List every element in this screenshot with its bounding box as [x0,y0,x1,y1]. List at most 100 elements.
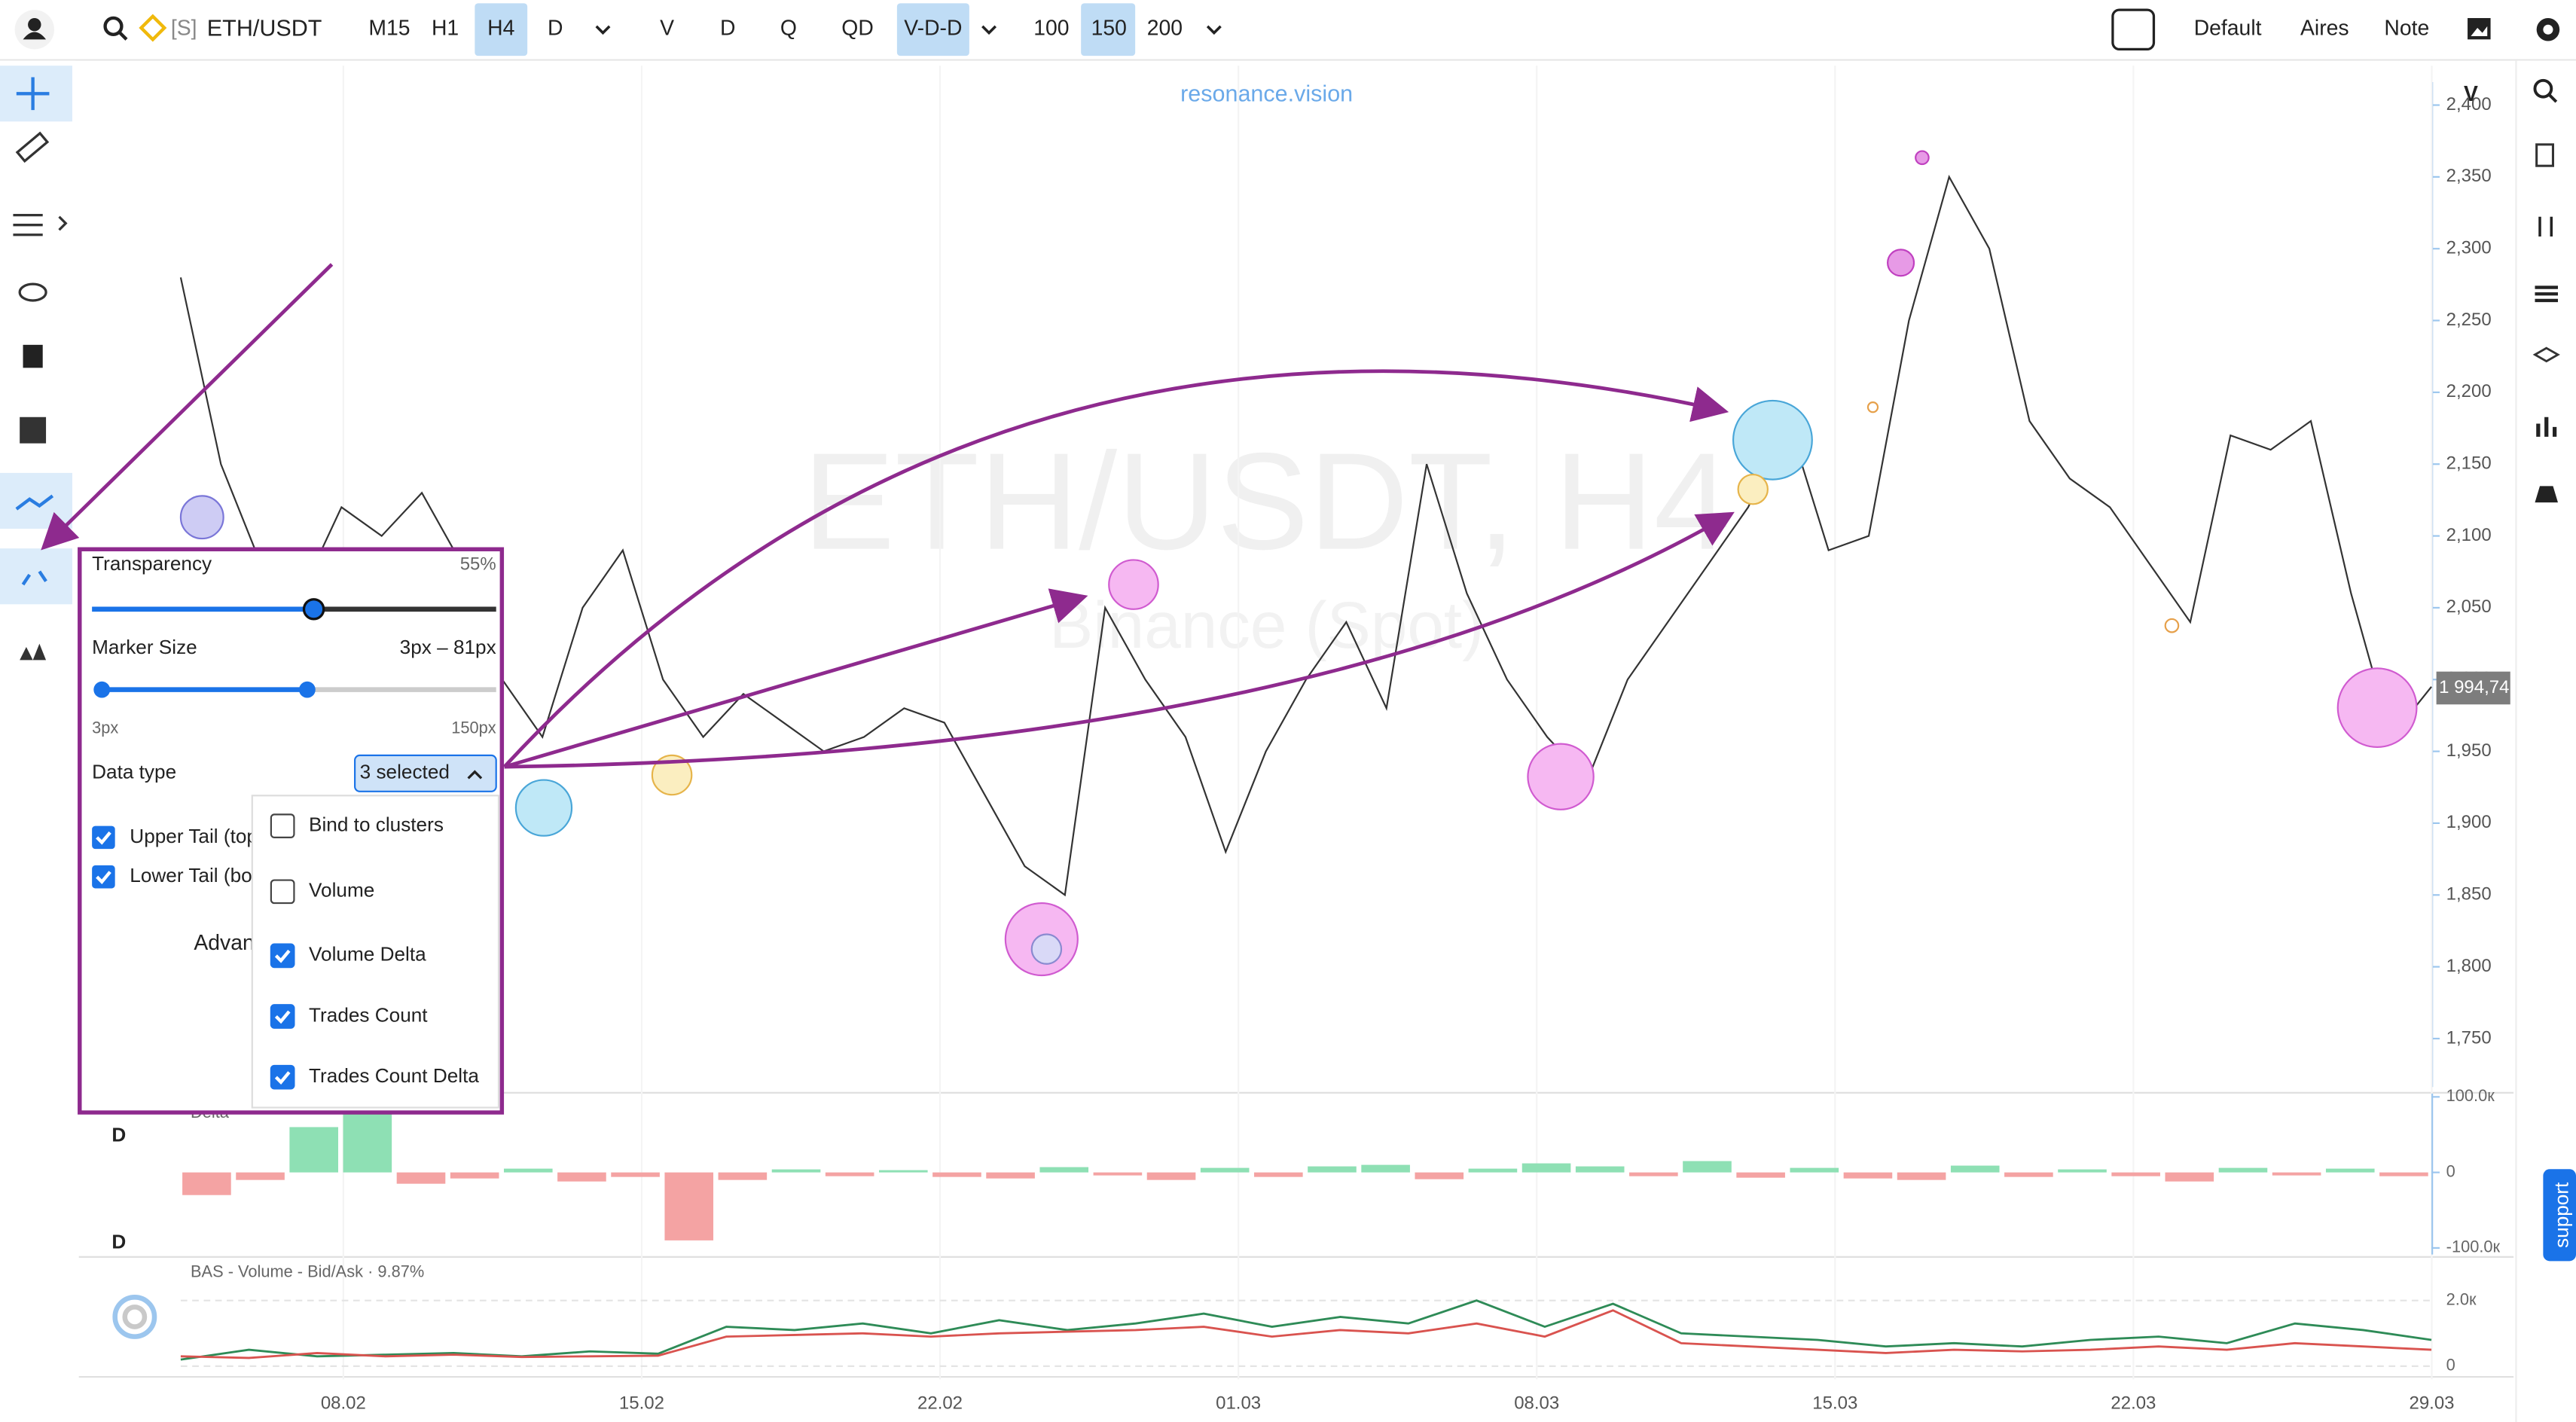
option-checkbox[interactable] [270,1004,295,1029]
transparency-label: Transparency [92,552,212,575]
delta-bar [1415,1172,1464,1179]
x-tick-label: 22.03 [2111,1393,2156,1413]
dropdown [251,795,500,1109]
marker-max-handle[interactable] [298,681,316,698]
support-label[interactable]: support [2550,1182,2572,1248]
delta-bar [503,1168,553,1173]
delta-bar [932,1172,981,1177]
toolbar-button[interactable]: QD [841,17,874,41]
advanced-button[interactable]: Advan [194,931,254,955]
axis-mode[interactable]: V [2464,82,2478,106]
toolbar-button[interactable]: Default [2194,17,2262,41]
delta-bar [2218,1167,2268,1173]
symbol-prefix[interactable]: [S] [171,17,197,41]
y-tick-label: 2,400 [2446,94,2492,114]
toolbar-button[interactable]: 200 [1147,17,1183,41]
marker-min: 3px [92,719,118,737]
option-checkbox[interactable] [270,813,295,838]
y-tick-label: 2,100 [2446,525,2492,545]
option-label[interactable]: Bind to clusters [309,813,444,836]
delta-bar [396,1172,446,1184]
bas-line [180,1299,2432,1361]
delta-bar [1521,1163,1571,1173]
marker-max: 150px [451,719,496,737]
toolbar-button[interactable]: H4 [487,17,514,41]
delta-pane-label: D [111,1124,126,1146]
y-tick-label: 1,850 [2446,884,2492,905]
markers [179,150,2418,977]
delta-bar [664,1172,714,1240]
toolbar-button[interactable]: D [720,17,735,41]
data-type-select[interactable] [354,754,497,792]
bas-line [180,1309,2432,1359]
delta-bar [825,1172,874,1176]
bas-pane-name: BAS - Volume - Bid/Ask · 9.87% [191,1262,424,1280]
delta-bar [718,1172,768,1180]
left-sidebar [0,60,76,1422]
toolbar-button[interactable]: Aires [2300,17,2349,41]
delta-bar [2058,1169,2107,1173]
site-watermark: resonance.vision [1180,81,1353,107]
y-tick-label: 0 [2446,1356,2455,1375]
y-tick-label: 2,200 [2446,381,2492,401]
delta-bar [2165,1172,2214,1182]
delta-bar [771,1169,821,1173]
y-tick-label: 2,300 [2446,238,2492,258]
delta-bar [2379,1172,2428,1176]
delta-bar [289,1127,338,1173]
option-checkbox[interactable] [270,1064,295,1090]
current-price: 1 994,74 [2439,677,2509,697]
toolbar-button[interactable]: V [660,17,674,41]
delta-bar [1683,1161,1732,1173]
delta-bar [1950,1165,2000,1173]
option-label[interactable]: Trades Count [309,1003,428,1026]
y-tick-label: 1,800 [2446,956,2492,976]
delta-bar [1790,1167,1839,1173]
option-checkbox[interactable] [270,879,295,905]
option-label[interactable]: Volume [309,879,374,902]
delta-bar [2111,1172,2160,1176]
delta-bar [986,1172,1035,1179]
toolbar-button[interactable]: 150 [1091,17,1127,41]
delta-bar [1093,1172,1143,1176]
delta-bar [2272,1172,2321,1176]
arrows [41,263,1735,769]
option-label[interactable]: Volume Delta [309,943,426,966]
marker-min-handle[interactable] [93,681,111,698]
toolbar-button[interactable]: D [548,17,563,41]
bas-pane-label: D [111,1230,126,1253]
check-label[interactable]: Lower Tail (bo [130,864,252,886]
option-label[interactable]: Trades Count Delta [309,1064,479,1087]
toolbar-button[interactable]: Note [2384,17,2429,41]
y-tick-label: 2,350 [2446,166,2492,186]
delta-bar [1736,1172,1785,1178]
toolbar-button[interactable]: 100 [1033,17,1069,41]
option-checkbox[interactable] [270,943,295,969]
symbol[interactable]: ETH/USDT [207,15,322,41]
x-tick-label: 01.03 [1216,1393,1261,1413]
y-tick-label: 100.0к [2446,1086,2495,1105]
y-tick-label: 0 [2446,1161,2455,1180]
delta-bar [879,1170,928,1173]
support-tab[interactable] [2543,1169,2576,1262]
y-tick-label: 2,150 [2446,453,2492,474]
delta-bar [1629,1172,1678,1176]
delta-bar [557,1172,606,1182]
toolbar-button[interactable]: H1 [432,17,459,41]
toolbar-button[interactable]: Q [780,17,797,41]
check-label[interactable]: Upper Tail (top [130,825,258,847]
y-tick-label: 1,900 [2446,812,2492,832]
delta-bar [343,1112,392,1173]
x-tick-label: 15.02 [619,1393,664,1413]
delta-bar [1039,1167,1089,1173]
toolbar-button[interactable]: M15 [368,17,410,41]
color-box[interactable] [2111,8,2156,51]
delta-bar [611,1172,660,1177]
delta-bar [2325,1168,2375,1173]
delta-bar [182,1172,231,1195]
transparency-slider[interactable] [302,598,325,621]
y-tick-label: 2,050 [2446,597,2492,617]
data-type-value[interactable]: 3 selected [360,761,450,783]
toolbar-button[interactable]: V-D-D [904,17,962,41]
